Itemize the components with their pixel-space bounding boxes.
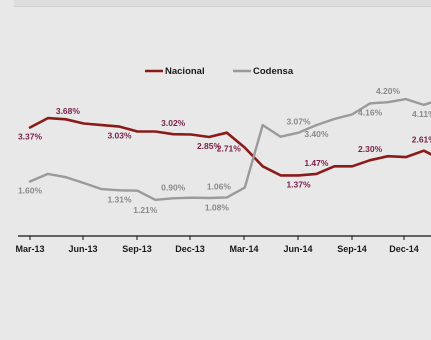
data-label-codensa: 4.20% [376,86,401,96]
data-label-codensa: 1.60% [18,186,43,196]
x-tick-label: Jun-14 [283,244,312,254]
legend-label-codensa: Codensa [253,66,294,77]
series-line-nacional [28,116,431,177]
data-label-codensa: 1.21% [133,205,158,215]
legend: Nacional Codensa [145,66,294,77]
x-tick-label: Mar-14 [229,244,258,254]
data-label-codensa: 3.40% [304,129,329,139]
data-label-codensa: 0.90% [161,182,186,192]
data-label-nacional: 2.30% [358,144,383,154]
data-label-nacional: 2.61% [412,135,431,145]
data-label-codensa: 1.08% [205,202,230,212]
x-tick-label: Sep-14 [337,244,367,254]
data-label-codensa: 4.16% [358,107,383,117]
data-label-nacional: 3.03% [107,131,132,141]
x-ticks: Mar-13 Jun-13 Sep-13 Dec-13 Mar-14 Jun-14 Sep-… [15,236,419,254]
top-frame [14,0,431,7]
x-tick-label: Jun-13 [68,244,97,254]
data-label-nacional: 1.47% [304,158,329,168]
series-line-codensa [28,97,431,202]
x-tick-label: Dec-13 [175,244,205,254]
data-label-codensa: 1.31% [107,194,132,204]
x-tick-label: Mar-13 [15,244,44,254]
data-label-codensa: 4.11% [412,109,431,119]
data-labels: 3.37% 3.68% 3.03% 3.02% 2.85%2.71% 1.47% 1.37%… [18,86,431,215]
data-label-nacional: 3.68% [56,106,81,116]
data-label-codensa: 3.07% [286,117,311,127]
x-tick-label: Dec-14 [389,244,419,254]
data-label-nacional: 1.37% [286,179,311,189]
legend-label-nacional: Nacional [165,66,205,77]
data-label-nacional: 2.85% [197,141,222,151]
data-label-nacional: 3.02% [161,118,186,128]
x-tick-label: Sep-13 [122,244,152,254]
data-label-nacional: 3.37% [18,132,43,142]
series-lines [28,97,431,202]
data-label-codensa: 1.06% [207,181,232,191]
data-label-nacional: 2.71% [217,144,242,154]
